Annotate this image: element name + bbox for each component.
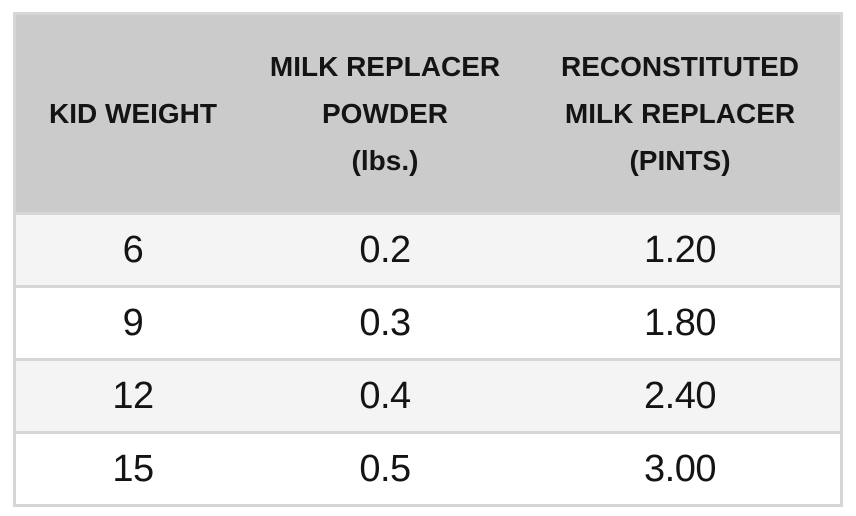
header-line: RECONSTITUTED <box>561 51 799 82</box>
header-cell-milk-replacer-powder: MILK REPLACER POWDER (lbs.) <box>250 43 520 184</box>
header-line: (PINTS) <box>629 145 731 176</box>
header-cell-reconstituted-milk-replacer: RECONSTITUTED MILK REPLACER (PINTS) <box>520 43 840 184</box>
cell-kid-weight: 6 <box>122 228 144 271</box>
table-header-row: KID WEIGHT MILK REPLACER POWDER (lbs.) R… <box>16 15 840 212</box>
cell-reconstituted-pints: 1.20 <box>644 228 716 271</box>
table-row: 9 0.3 1.80 <box>16 285 840 358</box>
header-line: POWDER <box>322 98 448 129</box>
cell-reconstituted-pints: 2.40 <box>644 374 716 417</box>
cell-powder-lbs: 0.2 <box>359 228 411 271</box>
cell-kid-weight: 12 <box>112 374 154 417</box>
kid-feeding-table: KID WEIGHT MILK REPLACER POWDER (lbs.) R… <box>13 12 843 507</box>
table-row: 6 0.2 1.20 <box>16 212 840 285</box>
header-line: (lbs.) <box>351 145 419 176</box>
header-cell-kid-weight: KID WEIGHT <box>16 90 250 137</box>
cell-reconstituted-pints: 1.80 <box>644 301 716 344</box>
cell-powder-lbs: 0.3 <box>359 301 411 344</box>
cell-kid-weight: 15 <box>112 447 154 490</box>
table-row: 15 0.5 3.00 <box>16 431 840 504</box>
header-line: MILK REPLACER <box>269 51 501 82</box>
cell-reconstituted-pints: 3.00 <box>644 447 716 490</box>
header-line: MILK REPLACER <box>564 98 796 129</box>
cell-powder-lbs: 0.4 <box>359 374 411 417</box>
cell-kid-weight: 9 <box>122 301 144 344</box>
table-row: 12 0.4 2.40 <box>16 358 840 431</box>
header-line: KID WEIGHT <box>49 98 217 129</box>
cell-powder-lbs: 0.5 <box>359 447 411 490</box>
